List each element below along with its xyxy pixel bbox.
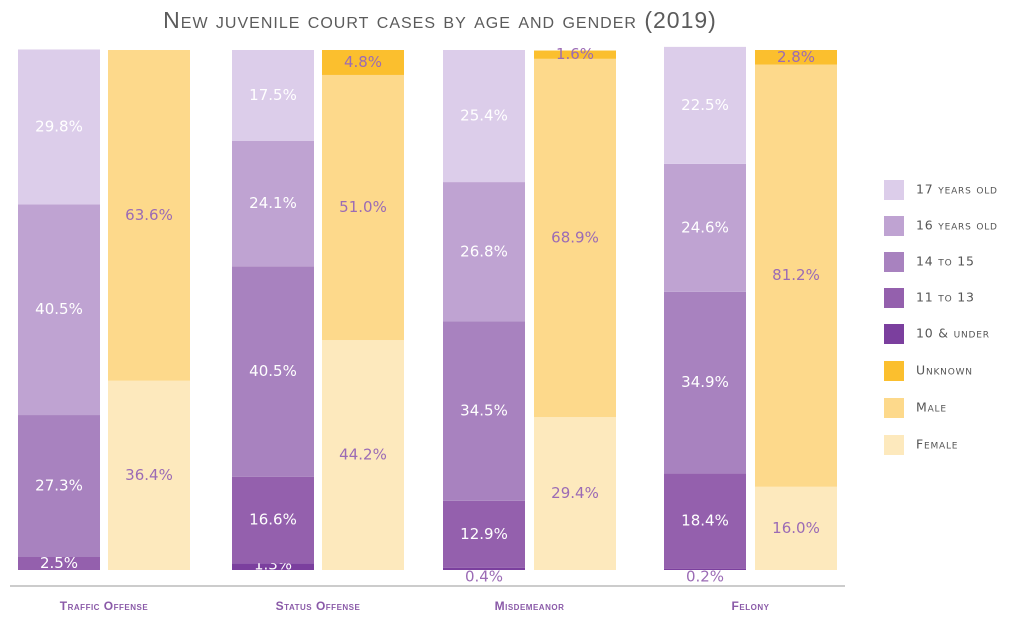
- gender-bar-segment: [322, 74, 404, 341]
- age-bar-segment: [664, 46, 746, 164]
- legend-swatch: [884, 288, 904, 308]
- legend-label: Unknown: [916, 363, 973, 378]
- legend-label: 11 to 13: [916, 290, 975, 305]
- gender-value-label: 29.4%: [551, 484, 599, 502]
- gender-bar-segment: [322, 50, 404, 75]
- gender-bar-segment: [108, 50, 190, 381]
- category-label: Misdemeanor: [495, 599, 565, 613]
- age-bar-segment: [18, 557, 100, 570]
- age-bar-segment: [18, 415, 100, 557]
- age-value-label: 12.9%: [460, 525, 508, 543]
- age-bar-segment: [664, 568, 746, 570]
- gender-bar-segment: [755, 486, 837, 570]
- gender-value-label: 16.0%: [772, 519, 820, 537]
- legend-swatch: [884, 180, 904, 200]
- gender-value-label: 44.2%: [339, 446, 387, 464]
- age-value-label: 40.5%: [249, 362, 297, 380]
- gender-value-label: 63.6%: [125, 206, 173, 224]
- gender-value-label: 81.2%: [772, 266, 820, 284]
- gender-value-label: 36.4%: [125, 466, 173, 484]
- legend-label: 10 & under: [916, 326, 990, 341]
- age-bar-segment: [443, 182, 525, 322]
- age-bar-segment: [232, 141, 314, 267]
- age-value-label: 2.5%: [40, 554, 78, 572]
- age-value-label: 34.5%: [460, 402, 508, 420]
- legend-label: 14 to 15: [916, 254, 975, 269]
- age-value-label: 16.6%: [249, 511, 297, 529]
- age-bar-segment: [664, 473, 746, 569]
- gender-bar-segment: [534, 58, 616, 418]
- age-value-label: 22.5%: [681, 96, 729, 114]
- gender-value-label: 4.8%: [344, 53, 382, 71]
- age-value-label: 17.5%: [249, 86, 297, 104]
- gender-value-label: 1.6%: [556, 45, 594, 63]
- age-value-label: 26.8%: [460, 242, 508, 260]
- category-label: Traffic Offense: [60, 599, 149, 613]
- age-value-label: 40.5%: [35, 300, 83, 318]
- age-bar-segment: [232, 266, 314, 477]
- legend: 17 years old 16 years old 14 to 15 11 to 13…: [884, 180, 998, 455]
- category-label: Status Offense: [276, 599, 361, 613]
- legend-swatch: [884, 216, 904, 236]
- legend-label: 16 years old: [916, 218, 998, 233]
- chart-title: New juvenile court cases by age and gend…: [163, 7, 717, 33]
- age-bar-segment: [232, 476, 314, 564]
- category-label: Felony: [732, 599, 770, 613]
- gender-value-label: 68.9%: [551, 228, 599, 246]
- age-value-label: 24.1%: [249, 194, 297, 212]
- age-bar-segment: [18, 49, 100, 205]
- age-bar-segment: [232, 563, 314, 570]
- category-labels: Traffic Offense Status Offense Misdemeanor…: [60, 599, 770, 613]
- age-value-label: 29.8%: [35, 117, 83, 135]
- age-value-label: 25.4%: [460, 107, 508, 125]
- gender-bar-segment: [108, 380, 190, 570]
- age-value-label: 27.3%: [35, 477, 83, 495]
- legend-label: Female: [916, 437, 958, 452]
- age-value-label: 0.4%: [465, 568, 503, 586]
- legend-swatch: [884, 398, 904, 418]
- age-value-label: 0.2%: [686, 568, 724, 586]
- legend-swatch: [884, 361, 904, 381]
- age-value-label: 34.9%: [681, 373, 729, 391]
- gender-value-label: 51.0%: [339, 198, 387, 216]
- age-bar-segment: [664, 163, 746, 292]
- gender-bar-segment: [534, 50, 616, 59]
- age-bar-segment: [443, 567, 525, 570]
- age-bar-segment: [443, 321, 525, 501]
- gender-value-label: 2.8%: [777, 48, 815, 66]
- gender-bar-segment: [322, 340, 404, 570]
- gender-bar-segment: [534, 417, 616, 570]
- age-bar-segment: [443, 500, 525, 568]
- age-value-label: 24.6%: [681, 218, 729, 236]
- gender-bar-segment: [755, 50, 837, 65]
- legend-label: 17 years old: [916, 182, 998, 197]
- age-value-label: 18.4%: [681, 512, 729, 530]
- age-bar-segment: [18, 204, 100, 416]
- legend-swatch: [884, 252, 904, 272]
- gender-bar-segment: [755, 64, 837, 487]
- age-bar-segment: [664, 291, 746, 474]
- legend-swatch: [884, 435, 904, 455]
- age-bar-segment: [232, 50, 314, 141]
- bars-group: 2.5%27.3%40.5%29.8%1.3%16.6%40.5%24.1%17…: [18, 45, 837, 586]
- legend-swatch: [884, 324, 904, 344]
- age-bar-segment: [443, 50, 525, 183]
- legend-label: Male: [916, 400, 947, 415]
